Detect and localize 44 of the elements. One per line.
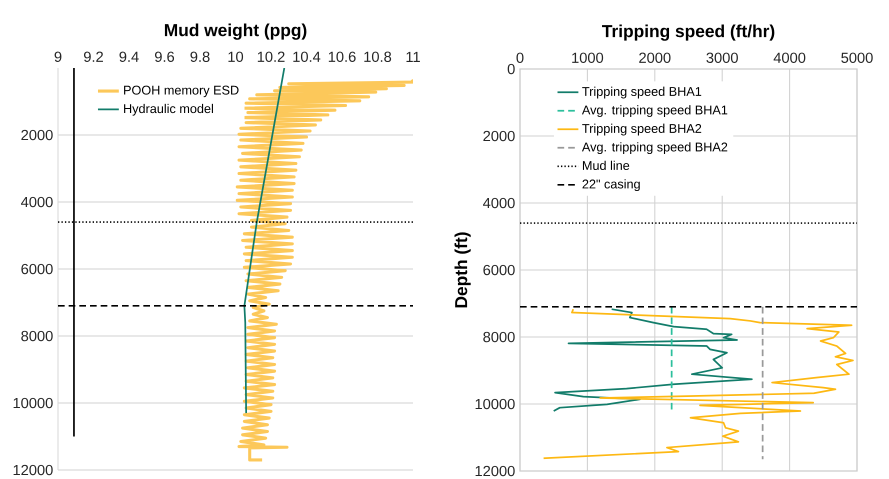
y-tick-label: 2000 (21, 130, 53, 140)
x-tick-label: 9.8 (190, 52, 210, 62)
y-tick-label: 12000 (14, 464, 53, 476)
y-tick-label: 8000 (21, 330, 53, 342)
y-tick-label: 4000 (21, 196, 53, 208)
line-series (542, 308, 854, 460)
x-tick-label: 10.4 (293, 52, 320, 62)
y-tick-label: 6000 (21, 264, 53, 274)
x-tick-label: 11 (406, 52, 420, 62)
legend-label: POOH memory ESD (124, 86, 239, 98)
y-axis-title: Depth (ft) (454, 232, 471, 308)
y-tick-label: 0 (508, 64, 515, 74)
legend-label: Avg. tripping speed BHA2 (582, 142, 728, 154)
x-axis-title: Tripping speed (ft/hr) (602, 24, 774, 41)
x-tick-label: 2000 (639, 52, 671, 63)
y-tick-label: 2000 (483, 130, 515, 142)
x-tick-label: 10.6 (328, 52, 356, 62)
y-tick-label: 12000 (476, 466, 515, 476)
x-tick-label: 9.6 (154, 52, 174, 62)
x-tick-label: 10.8 (364, 52, 392, 62)
legend-label: Tripping speed BHA1 (582, 86, 702, 98)
x-tick-label: 4000 (774, 52, 806, 63)
legend-label: Hydraulic model (124, 104, 213, 116)
x-tick-label: 9.4 (119, 52, 139, 62)
x-tick-label: 10 (228, 52, 244, 62)
legend-label: Mud line (582, 160, 630, 170)
x-tick-label: 9 (54, 52, 62, 62)
y-tick-label: 10000 (14, 398, 53, 408)
y-tick-label: 4000 (483, 198, 515, 208)
legend-label: Avg. tripping speed BHA1 (582, 105, 728, 117)
x-tick-label: 0 (516, 52, 524, 63)
legend-label: 22" casing (582, 179, 640, 192)
y-tick-label: 8000 (483, 332, 515, 342)
line-series (552, 308, 753, 412)
line-series (244, 68, 286, 414)
x-tick-label: 3000 (706, 52, 738, 63)
x-axis-title: Mud weight (ppg) (164, 24, 306, 40)
x-tick-label: 1000 (572, 52, 604, 63)
y-tick-label: 10000 (476, 398, 515, 410)
x-tick-label: 9.2 (84, 52, 103, 62)
legend-label: Tripping speed BHA2 (582, 124, 702, 136)
y-tick-label: 6000 (483, 264, 515, 276)
x-tick-label: 10.2 (258, 52, 285, 62)
x-tick-label: 5000 (841, 52, 873, 63)
